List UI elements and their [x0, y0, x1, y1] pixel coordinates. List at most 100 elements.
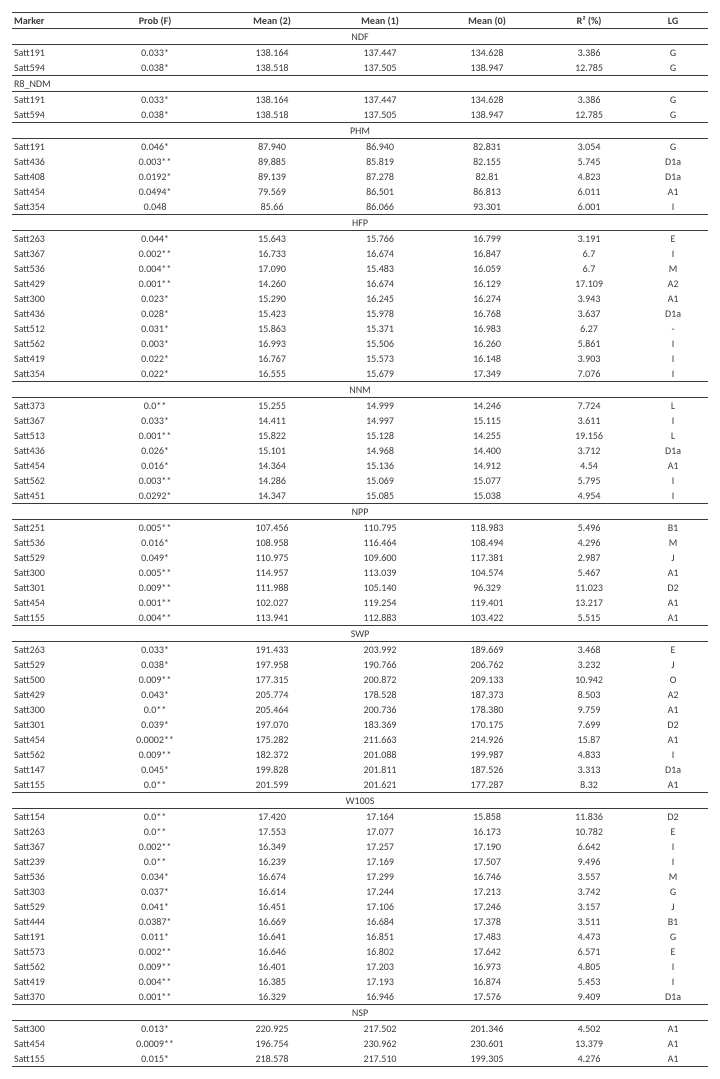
table-cell: Satt263: [12, 642, 92, 658]
table-cell: 15.766: [326, 231, 434, 247]
table-cell: 16.614: [218, 884, 326, 899]
table-cell: 0.0**: [92, 702, 218, 717]
table-cell: Satt500: [12, 672, 92, 687]
table-row: Satt3010.009**111.988105.14096.32911.023…: [12, 580, 708, 595]
table-cell: 116.464: [326, 535, 434, 550]
table-row: Satt3010.039*197.070183.369170.1757.699D…: [12, 717, 708, 732]
table-cell: 108.494: [434, 535, 540, 550]
table-cell: I: [638, 351, 708, 366]
section-label: NSP: [12, 1005, 708, 1021]
column-header: R² (%): [540, 13, 638, 29]
table-row: Satt4360.026*15.10114.96814.4003.712D1a: [12, 443, 708, 458]
table-cell: 16.973: [434, 959, 540, 974]
table-cell: 16.669: [218, 914, 326, 929]
table-cell: 199.987: [434, 747, 540, 762]
table-cell: 0.038*: [92, 657, 218, 672]
table-row: Satt1550.004**113.941112.883103.4225.515…: [12, 610, 708, 626]
table-cell: 17.349: [434, 366, 540, 382]
table-cell: Satt370: [12, 989, 92, 1005]
table-cell: 8.503: [540, 687, 638, 702]
table-cell: Satt436: [12, 306, 92, 321]
table-cell: Satt529: [12, 657, 92, 672]
table-cell: Satt300: [12, 291, 92, 306]
table-cell: 3.468: [540, 642, 638, 658]
table-cell: 17.420: [218, 809, 326, 825]
column-header: LG: [638, 13, 708, 29]
table-row: Satt4190.022*16.76715.57316.1483.903I: [12, 351, 708, 366]
table-cell: 189.669: [434, 642, 540, 658]
table-cell: 15.085: [326, 488, 434, 504]
table-cell: J: [638, 657, 708, 672]
table-cell: 89.885: [218, 154, 326, 169]
table-cell: 138.518: [218, 60, 326, 76]
table-cell: 3.611: [540, 413, 638, 428]
section-label: NPP: [12, 504, 708, 520]
table-cell: 15.038: [434, 488, 540, 504]
table-cell: 96.329: [434, 580, 540, 595]
table-cell: 16.799: [434, 231, 540, 247]
table-cell: -: [638, 321, 708, 336]
column-header: Mean (1): [326, 13, 434, 29]
table-cell: 16.646: [218, 944, 326, 959]
table-cell: 15.643: [218, 231, 326, 247]
table-cell: A1: [638, 777, 708, 793]
table-cell: 3.637: [540, 306, 638, 321]
table-cell: 0.015*: [92, 1051, 218, 1067]
table-cell: 13.379: [540, 1036, 638, 1051]
table-cell: 15.506: [326, 336, 434, 351]
table-cell: 0.009**: [92, 672, 218, 687]
table-cell: Satt436: [12, 154, 92, 169]
table-cell: 0.0494*: [92, 184, 218, 199]
table-cell: Satt573: [12, 944, 92, 959]
table-cell: 14.260: [218, 276, 326, 291]
table-cell: Satt191: [12, 139, 92, 155]
table-cell: 16.993: [218, 336, 326, 351]
table-cell: 16.983: [434, 321, 540, 336]
table-cell: 2.987: [540, 550, 638, 565]
table-cell: 0.0292*: [92, 488, 218, 504]
table-cell: 134.628: [434, 45, 540, 61]
table-cell: 0.001**: [92, 595, 218, 610]
table-cell: D1a: [638, 989, 708, 1005]
table-cell: A1: [638, 184, 708, 199]
section-label: PHM: [12, 123, 708, 139]
section-label: HFP: [12, 215, 708, 231]
table-cell: 0.037*: [92, 884, 218, 899]
table-cell: Satt562: [12, 473, 92, 488]
table-cell: 201.088: [326, 747, 434, 762]
table-cell: 15.371: [326, 321, 434, 336]
table-cell: 13.217: [540, 595, 638, 610]
table-cell: 0.002**: [92, 246, 218, 261]
table-cell: L: [638, 428, 708, 443]
table-cell: Satt155: [12, 777, 92, 793]
table-cell: 16.329: [218, 989, 326, 1005]
table-cell: 14.411: [218, 413, 326, 428]
table-cell: 203.992: [326, 642, 434, 658]
table-cell: 17.378: [434, 914, 540, 929]
table-row: Satt3000.005**114.957113.039104.5745.467…: [12, 565, 708, 580]
table-cell: A1: [638, 565, 708, 580]
table-cell: 16.768: [434, 306, 540, 321]
section-label: NDF: [12, 29, 708, 45]
table-row: Satt5360.016*108.958116.464108.4944.296M: [12, 535, 708, 550]
table-cell: 3.903: [540, 351, 638, 366]
table-cell: 16.239: [218, 854, 326, 869]
section-label: NNM: [12, 382, 708, 398]
table-cell: D1a: [638, 443, 708, 458]
table-cell: I: [638, 473, 708, 488]
table-cell: O: [638, 672, 708, 687]
table-cell: 190.766: [326, 657, 434, 672]
table-cell: 4.823: [540, 169, 638, 184]
table-cell: 16.260: [434, 336, 540, 351]
marker-table: MarkerProb (F)Mean (2)Mean (1)Mean (0)R²…: [12, 12, 708, 1067]
table-cell: 0.011*: [92, 929, 218, 944]
table-cell: 0.0387*: [92, 914, 218, 929]
table-cell: Satt354: [12, 199, 92, 215]
table-cell: 86.066: [326, 199, 434, 215]
table-cell: 138.164: [218, 92, 326, 108]
table-cell: I: [638, 488, 708, 504]
table-cell: 16.245: [326, 291, 434, 306]
table-cell: I: [638, 246, 708, 261]
table-cell: Satt419: [12, 351, 92, 366]
table-cell: 138.164: [218, 45, 326, 61]
